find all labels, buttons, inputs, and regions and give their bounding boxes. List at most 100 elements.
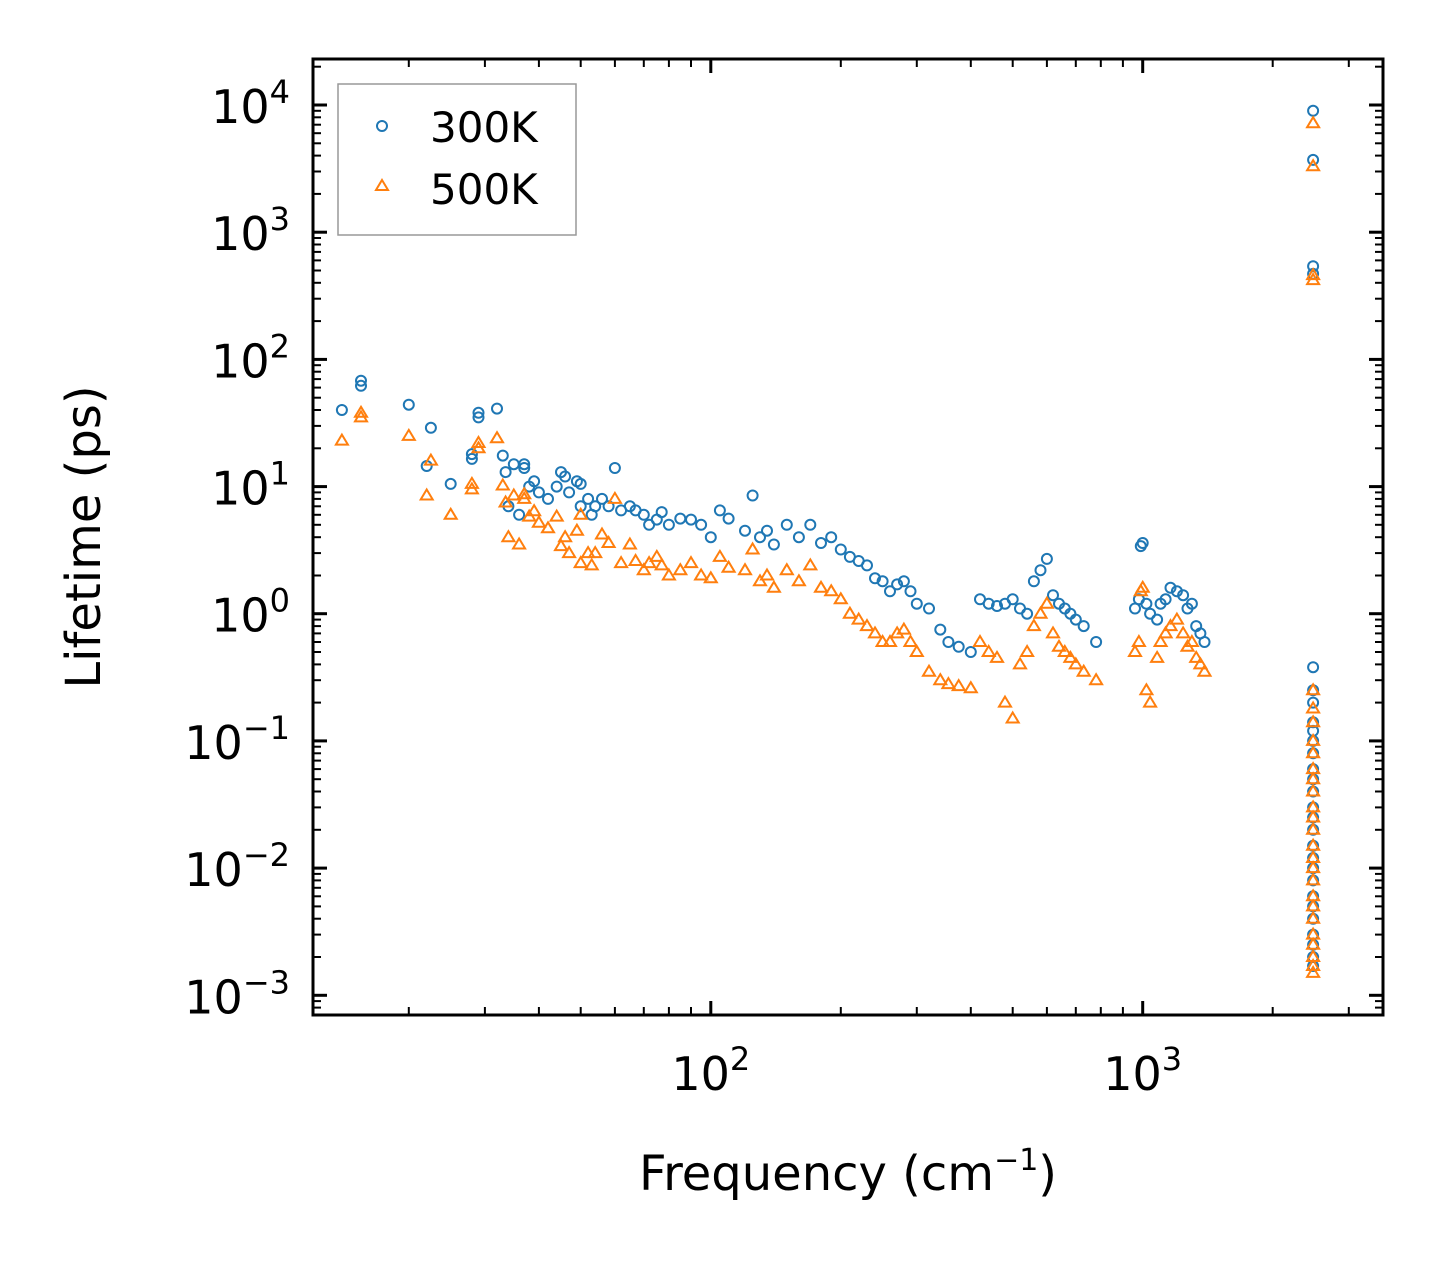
point-500k-26 — [561, 545, 577, 559]
point-500k-108 — [1192, 656, 1209, 670]
point-500k-37 — [622, 536, 638, 550]
point-300k-9 — [472, 411, 485, 424]
point-500k-75 — [963, 680, 979, 694]
point-500k-97 — [1138, 682, 1155, 696]
point-500k-49 — [720, 559, 737, 573]
point-500k-54 — [766, 579, 782, 593]
point-300k-47 — [704, 531, 717, 544]
point-500k-46 — [693, 567, 709, 581]
point-300k-85 — [1040, 552, 1053, 565]
y-tick-label-10000: 104 — [211, 73, 290, 134]
point-500k-115 — [1305, 700, 1321, 714]
axis-ticks — [313, 59, 1383, 1016]
point-500k-44 — [672, 562, 689, 576]
point-500k-43 — [661, 567, 677, 581]
point-300k-6 — [444, 477, 457, 490]
legend: 300K 500K — [337, 83, 577, 236]
point-500k-117 — [1305, 732, 1321, 746]
point-500k-0 — [334, 432, 350, 446]
point-300k-25 — [559, 470, 572, 483]
point-500k-90 — [1068, 656, 1084, 670]
point-500k-78 — [989, 649, 1005, 663]
point-500k-127 — [1305, 860, 1321, 874]
point-500k-24 — [553, 538, 569, 552]
y-tick-label-1000: 103 — [211, 200, 290, 261]
point-500k-82 — [1019, 644, 1035, 657]
point-300k-51 — [746, 489, 759, 502]
point-500k-112 — [1305, 267, 1321, 281]
point-300k-71 — [923, 602, 935, 615]
y-tick-label-100: 102 — [211, 327, 290, 388]
point-500k-123 — [1305, 809, 1321, 823]
point-300k-84 — [1034, 564, 1047, 577]
point-300k-102 — [1164, 581, 1177, 594]
point-300k-90 — [1069, 613, 1082, 626]
point-500k-42 — [653, 557, 670, 571]
point-500k-80 — [1004, 710, 1021, 724]
y-axis-label: Lifetime (ps) — [56, 385, 112, 688]
point-500k-6 — [442, 506, 459, 520]
point-300k-104 — [1177, 589, 1190, 602]
point-500k-12 — [495, 477, 511, 491]
point-500k-35 — [607, 490, 623, 504]
point-500k-87 — [1051, 638, 1067, 652]
point-300k-68 — [897, 575, 910, 588]
point-500k-29 — [572, 555, 589, 569]
point-500k-38 — [627, 553, 644, 566]
point-300k-66 — [884, 585, 896, 598]
point-500k-94 — [1131, 634, 1147, 647]
point-500k-62 — [850, 611, 867, 625]
point-300k-39 — [637, 508, 650, 521]
point-500k-114 — [1305, 682, 1321, 696]
point-300k-53 — [761, 524, 773, 537]
legend-box — [337, 83, 577, 236]
legend-marker-500k — [374, 178, 390, 191]
point-500k-101 — [1157, 625, 1174, 639]
point-300k-98 — [1144, 607, 1157, 620]
point-500k-73 — [940, 676, 957, 690]
point-500k-68 — [896, 621, 912, 635]
point-300k-106 — [1185, 597, 1198, 610]
point-300k-46 — [695, 518, 708, 531]
point-300k-58 — [815, 537, 827, 549]
point-300k-65 — [876, 575, 889, 588]
point-500k-67 — [889, 625, 905, 639]
point-500k-81 — [1012, 656, 1028, 670]
point-500k-25 — [557, 529, 573, 543]
point-300k-5 — [424, 421, 437, 434]
point-500k-45 — [683, 555, 699, 569]
point-500k-65 — [874, 634, 891, 647]
point-500k-61 — [842, 605, 858, 619]
point-500k-18 — [516, 486, 532, 500]
point-300k-3 — [402, 398, 415, 411]
point-300k-26 — [563, 486, 576, 499]
point-300k-1 — [355, 379, 367, 392]
point-300k-96 — [1136, 537, 1149, 549]
point-500k-84 — [1032, 605, 1049, 619]
point-500k-136 — [1305, 964, 1321, 978]
point-500k-22 — [540, 520, 556, 534]
point-500k-51 — [744, 541, 761, 555]
point-300k-67 — [891, 578, 904, 591]
point-500k-102 — [1162, 618, 1179, 632]
point-500k-130 — [1305, 898, 1321, 912]
point-300k-80 — [1006, 593, 1019, 606]
point-500k-124 — [1305, 821, 1321, 835]
point-300k-83 — [1027, 575, 1040, 588]
x-tick-label-1000: 103 — [1103, 1040, 1182, 1101]
point-500k-74 — [950, 678, 967, 692]
point-300k-92 — [1090, 636, 1103, 648]
point-300k-77 — [982, 597, 995, 610]
point-500k-89 — [1062, 649, 1079, 663]
point-300k-72 — [934, 623, 947, 636]
point-500k-86 — [1045, 625, 1061, 639]
point-300k-16 — [513, 508, 526, 521]
point-500k-53 — [759, 567, 775, 581]
point-300k-7 — [465, 452, 478, 465]
point-300k-97 — [1140, 597, 1153, 610]
point-300k-42 — [655, 506, 668, 519]
point-300k-64 — [869, 572, 881, 585]
y-tick-label-0.1: 10−1 — [184, 709, 290, 770]
